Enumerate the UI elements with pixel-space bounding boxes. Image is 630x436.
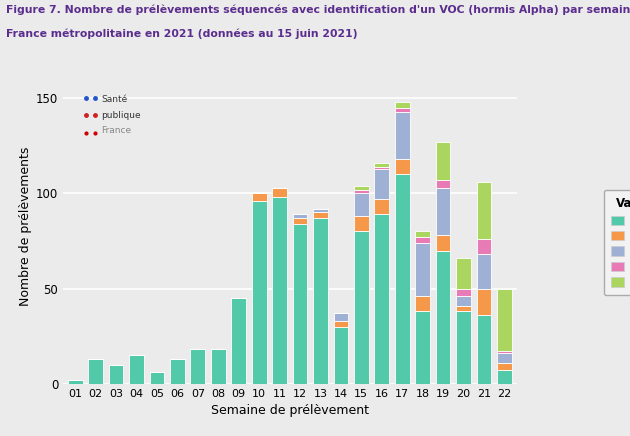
Bar [497, 289, 512, 351]
Bar [436, 235, 450, 251]
Bar [293, 218, 307, 224]
Bar [395, 108, 410, 112]
Bar [415, 311, 430, 384]
Y-axis label: Nombre de prélèvements: Nombre de prélèvements [19, 147, 32, 307]
Text: France métropolitaine en 2021 (données au 15 juin 2021): France métropolitaine en 2021 (données a… [6, 28, 358, 39]
Bar [190, 349, 205, 384]
Bar [211, 349, 226, 384]
Bar [436, 142, 450, 180]
Bar [497, 351, 512, 353]
Bar [476, 254, 491, 289]
Bar [354, 190, 369, 194]
Bar [415, 237, 430, 243]
Bar [354, 232, 369, 384]
Bar [68, 380, 83, 384]
Legend: Beta, Gamma, 20I484K, 20I484Q, Delta: Beta, Gamma, 20I484K, 20I484Q, Delta [604, 190, 630, 295]
Bar [456, 296, 471, 306]
Text: Santé: Santé [101, 95, 128, 104]
Bar [497, 370, 512, 384]
Bar [374, 163, 389, 167]
Bar [436, 251, 450, 384]
Bar [476, 289, 491, 315]
Bar [456, 306, 471, 311]
Bar [415, 232, 430, 237]
Bar [374, 169, 389, 199]
Bar [395, 159, 410, 174]
Bar [170, 359, 185, 384]
Bar [395, 102, 410, 108]
Bar [476, 239, 491, 254]
Bar [354, 216, 369, 232]
Text: France: France [101, 126, 132, 135]
Bar [313, 218, 328, 384]
Bar [354, 194, 369, 216]
Bar [436, 180, 450, 188]
Bar [129, 355, 144, 384]
Bar [252, 194, 266, 201]
Bar [395, 112, 410, 159]
Bar [272, 197, 287, 384]
Bar [150, 372, 164, 384]
Bar [333, 313, 348, 321]
Bar [333, 321, 348, 327]
Bar [272, 188, 287, 197]
X-axis label: Semaine de prélèvement: Semaine de prélèvement [211, 404, 369, 417]
Bar [374, 215, 389, 384]
Bar [415, 243, 430, 296]
Bar [293, 215, 307, 218]
Bar [313, 212, 328, 218]
Bar [333, 327, 348, 384]
Bar [374, 199, 389, 215]
Bar [395, 174, 410, 384]
Bar [313, 209, 328, 212]
Bar [415, 296, 430, 311]
Bar [456, 258, 471, 289]
Bar [456, 311, 471, 384]
Bar [476, 182, 491, 239]
Text: Figure 7. Nombre de prélèvements séquencés avec identification d'un VOC (hormis : Figure 7. Nombre de prélèvements séquenc… [6, 4, 630, 15]
Bar [497, 363, 512, 370]
Text: publique: publique [101, 111, 141, 119]
Bar [293, 224, 307, 384]
Bar [456, 289, 471, 296]
Bar [231, 298, 246, 384]
Bar [497, 353, 512, 363]
Bar [354, 186, 369, 190]
Bar [476, 315, 491, 384]
Bar [88, 359, 103, 384]
Bar [374, 167, 389, 169]
Bar [109, 364, 123, 384]
Bar [252, 201, 266, 384]
Bar [436, 188, 450, 235]
